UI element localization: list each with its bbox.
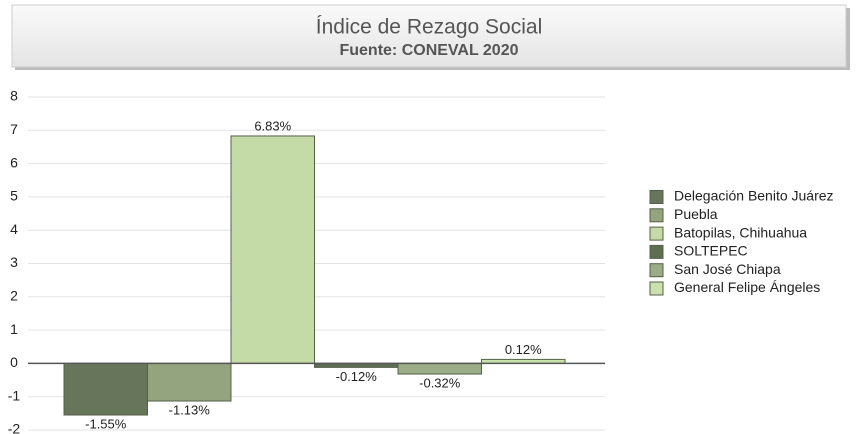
data-label: -0.32% bbox=[419, 375, 461, 390]
legend-swatch bbox=[649, 190, 664, 204]
y-tick-label: 8 bbox=[10, 88, 18, 104]
y-tick-label: 7 bbox=[10, 121, 18, 137]
chart-title: Índice de Rezago Social bbox=[316, 16, 542, 39]
legend-label: Delegación Benito Juárez bbox=[674, 188, 834, 204]
legend-label: San José Chiapa bbox=[674, 261, 781, 277]
chart-subtitle: Fuente: CONEVAL 2020 bbox=[339, 42, 518, 59]
legend-swatch bbox=[649, 226, 664, 241]
legend-swatch bbox=[649, 208, 664, 223]
y-tick-label: 6 bbox=[10, 154, 18, 170]
y-tick-label: 4 bbox=[10, 221, 18, 237]
y-tick-label: -2 bbox=[8, 421, 21, 434]
legend-label: Puebla bbox=[674, 206, 718, 222]
data-label: 6.83% bbox=[254, 118, 291, 133]
bar bbox=[147, 362, 232, 402]
bar bbox=[230, 135, 315, 364]
y-tick-label: 2 bbox=[10, 288, 18, 304]
legend-swatch bbox=[649, 281, 664, 296]
legend-label: SOLTEPEC bbox=[674, 243, 748, 259]
title-box bbox=[11, 4, 847, 68]
data-label: 0.12% bbox=[505, 342, 542, 357]
y-tick-label: 3 bbox=[10, 254, 18, 270]
bar bbox=[397, 362, 482, 375]
data-label: -1.13% bbox=[169, 402, 211, 417]
legend-label: General Felipe Ángeles bbox=[674, 279, 820, 295]
y-tick-label: -1 bbox=[8, 387, 21, 403]
bar bbox=[63, 362, 148, 416]
data-label: -0.12% bbox=[336, 369, 378, 384]
legend-label: Batopilas, Chihuahua bbox=[674, 224, 807, 240]
legend-swatch bbox=[649, 263, 664, 278]
y-tick-label: 0 bbox=[10, 354, 18, 370]
data-label: -1.55% bbox=[85, 416, 127, 431]
y-tick-label: 1 bbox=[10, 321, 18, 337]
legend-swatch bbox=[649, 244, 664, 259]
y-tick-label: 5 bbox=[10, 188, 18, 204]
